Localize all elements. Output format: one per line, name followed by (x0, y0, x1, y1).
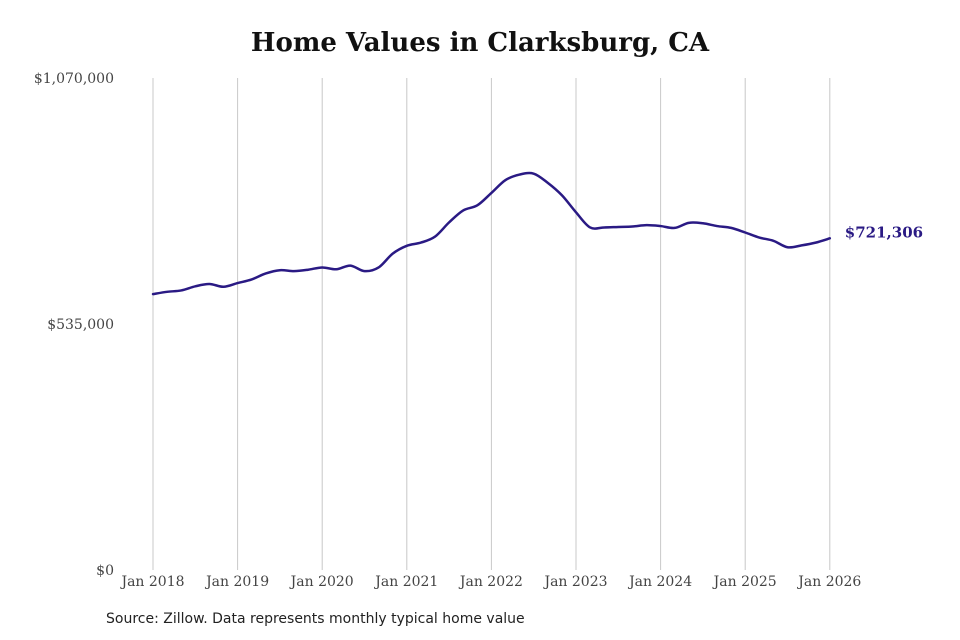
x-tick-label: Jan 2019 (204, 574, 269, 590)
y-axis-ticks: $0 $535,000 $1,070,000 (34, 71, 114, 579)
x-tick-label: Jan 2023 (542, 574, 607, 590)
chart-title: Home Values in Clarksburg, CA (250, 28, 710, 58)
x-tick-label: Jan 2024 (627, 574, 692, 590)
x-tick-label: Jan 2021 (373, 574, 438, 590)
home-value-line (151, 171, 832, 296)
x-tick-label: Jan 2020 (289, 574, 354, 590)
y-tick-label: $0 (96, 563, 114, 579)
series-layer (151, 171, 832, 296)
y-tick-label: $535,000 (47, 317, 114, 333)
x-axis-ticks: Jan 2018 Jan 2019 Jan 2020 Jan 2021 Jan 2022… (119, 574, 861, 590)
source-note: Source: Zillow. Data represents monthly … (106, 611, 525, 627)
label-layer: $721,306 (845, 223, 923, 241)
x-tick-label: Jan 2025 (712, 574, 777, 590)
x-tick-label: Jan 2018 (119, 574, 184, 590)
x-tick-label: Jan 2022 (458, 574, 523, 590)
y-tick-label: $1,070,000 (34, 71, 114, 87)
x-tick-label: Jan 2026 (796, 574, 861, 590)
gridlines (152, 78, 831, 570)
end-value-label: $721,306 (845, 223, 923, 241)
